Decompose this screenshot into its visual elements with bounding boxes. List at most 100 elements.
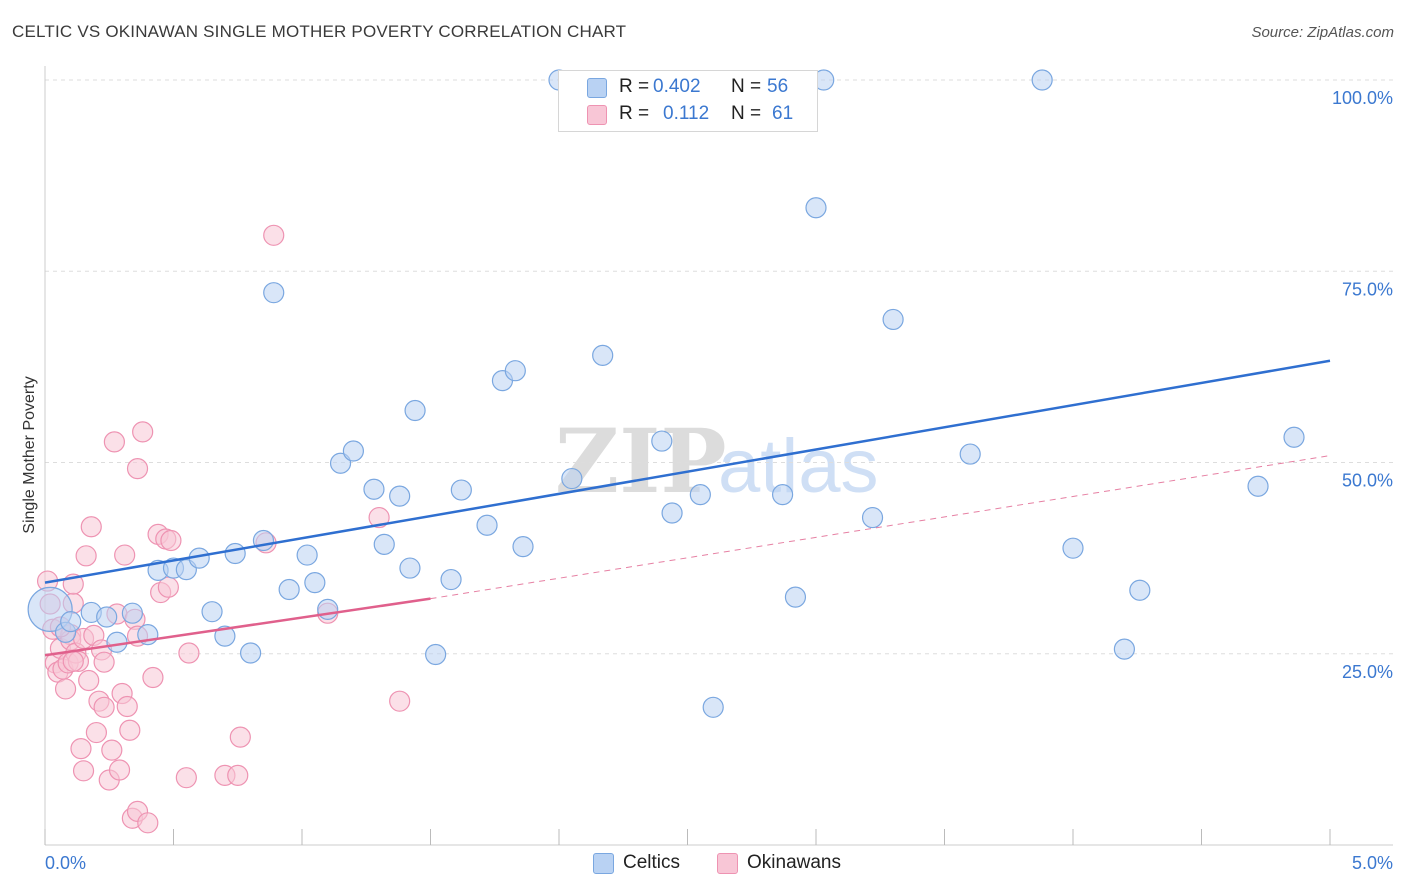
stats-legend-row-celtics: R = 0.402 N = 56 bbox=[559, 75, 817, 101]
okinawan-point bbox=[54, 678, 77, 700]
trend-lines bbox=[44, 359, 1331, 657]
y-tick-labels: 25.0% 50.0% 75.0% 100.0% bbox=[1332, 88, 1393, 682]
celtic-point bbox=[296, 544, 318, 566]
celtic-point bbox=[329, 452, 352, 474]
celtic-point bbox=[1129, 579, 1151, 601]
okinawan-point bbox=[108, 759, 131, 781]
okinawan-point bbox=[178, 642, 200, 664]
x-tick-label: 0.0% bbox=[45, 853, 86, 873]
celtic-points bbox=[27, 69, 1305, 718]
celtic-point bbox=[959, 443, 981, 465]
celtic-point bbox=[561, 467, 583, 490]
x-tick-label: 5.0% bbox=[1352, 853, 1393, 873]
okinawan-point bbox=[132, 421, 154, 443]
okinawan-point bbox=[93, 651, 115, 673]
r-value: 0.402 bbox=[653, 76, 701, 97]
legend-label: Celtics bbox=[623, 852, 681, 873]
okinawan-point bbox=[78, 669, 100, 692]
celtic-point bbox=[263, 282, 285, 304]
y-axis-label: Single Mother Poverty bbox=[21, 376, 38, 533]
okinawans-trend-extension bbox=[430, 455, 1331, 600]
okinawan-point bbox=[103, 431, 125, 453]
celtic-point bbox=[440, 568, 462, 591]
okinawans-swatch bbox=[587, 105, 607, 125]
okinawan-point bbox=[389, 690, 411, 712]
celtic-point bbox=[689, 484, 711, 506]
okinawan-point bbox=[175, 767, 197, 789]
okinawan-point bbox=[75, 545, 97, 567]
celtic-point bbox=[1031, 69, 1053, 91]
celtic-point bbox=[201, 601, 223, 623]
celtic-point bbox=[399, 557, 421, 579]
grid-lines bbox=[45, 79, 1393, 655]
n-value: 56 bbox=[767, 76, 789, 97]
chart-source: Source: ZipAtlas.com bbox=[1251, 24, 1394, 41]
okinawan-point bbox=[119, 719, 141, 741]
okinawan-point bbox=[142, 666, 164, 689]
celtic-point bbox=[504, 360, 526, 382]
watermark: ZIP atlas bbox=[555, 409, 879, 513]
celtic-point bbox=[342, 440, 364, 462]
celtic-point bbox=[661, 502, 683, 524]
celtic-point bbox=[512, 536, 534, 558]
watermark-atlas: atlas bbox=[718, 424, 879, 509]
okinawan-point bbox=[114, 544, 136, 566]
celtic-point bbox=[214, 625, 236, 647]
okinawan-points bbox=[36, 224, 411, 834]
celtic-point bbox=[121, 602, 143, 624]
celtic-point bbox=[317, 598, 339, 620]
celtic-point bbox=[304, 572, 326, 594]
okinawan-point bbox=[72, 760, 95, 782]
y-tick-label: 50.0% bbox=[1342, 471, 1393, 491]
okinawan-point bbox=[62, 650, 84, 673]
celtic-point bbox=[651, 430, 673, 452]
okinawan-point bbox=[101, 739, 123, 761]
celtic-point bbox=[702, 696, 724, 718]
okinawan-point bbox=[160, 529, 182, 552]
y-tick-label: 100.0% bbox=[1332, 88, 1393, 108]
n-label: N = bbox=[731, 103, 762, 124]
celtic-point bbox=[450, 479, 472, 501]
stats-legend-row-okinawans: R = 0.112 N = 61 bbox=[559, 102, 817, 128]
celtic-point bbox=[1283, 426, 1305, 448]
celtic-point bbox=[404, 399, 426, 422]
celtic-point bbox=[224, 542, 246, 565]
stats-legend: R = 0.402 N = 56 R = 0.112 N = 61 bbox=[558, 70, 818, 132]
celtic-point bbox=[60, 611, 82, 633]
celtic-point bbox=[1113, 638, 1136, 660]
celtic-point bbox=[252, 529, 275, 552]
okinawan-point bbox=[229, 726, 251, 748]
okinawan-point bbox=[80, 516, 102, 538]
x-tick-labels: 0.0% 5.0% bbox=[45, 853, 1393, 873]
okinawan-point bbox=[126, 458, 149, 480]
okinawan-point bbox=[93, 696, 115, 718]
okinawans-swatch bbox=[717, 853, 738, 874]
r-label: R = bbox=[619, 103, 650, 124]
okinawan-point bbox=[137, 812, 159, 834]
celtic-point bbox=[425, 643, 447, 666]
celtics-trend-line bbox=[44, 359, 1331, 584]
celtic-point bbox=[373, 533, 395, 555]
celtic-point bbox=[96, 606, 118, 628]
axes bbox=[44, 66, 1393, 846]
okinawan-point bbox=[70, 738, 92, 760]
celtic-point bbox=[861, 506, 884, 529]
celtics-swatch bbox=[587, 78, 607, 98]
n-value: 61 bbox=[772, 103, 794, 124]
r-label: R = bbox=[619, 76, 650, 97]
okinawan-point bbox=[85, 721, 108, 744]
celtic-point bbox=[1062, 537, 1084, 559]
celtic-point bbox=[106, 631, 128, 653]
celtic-point bbox=[476, 514, 498, 536]
celtic-point bbox=[882, 308, 904, 331]
okinawan-point bbox=[116, 695, 138, 718]
okinawan-point bbox=[227, 764, 249, 786]
celtic-point bbox=[278, 578, 300, 601]
n-label: N = bbox=[731, 76, 762, 97]
okinawans-trend-line bbox=[44, 597, 431, 657]
celtic-point bbox=[1247, 475, 1269, 497]
celtic-point bbox=[363, 478, 385, 500]
celtic-point bbox=[771, 484, 794, 506]
celtic-point bbox=[805, 197, 827, 219]
celtics-swatch bbox=[593, 853, 614, 874]
